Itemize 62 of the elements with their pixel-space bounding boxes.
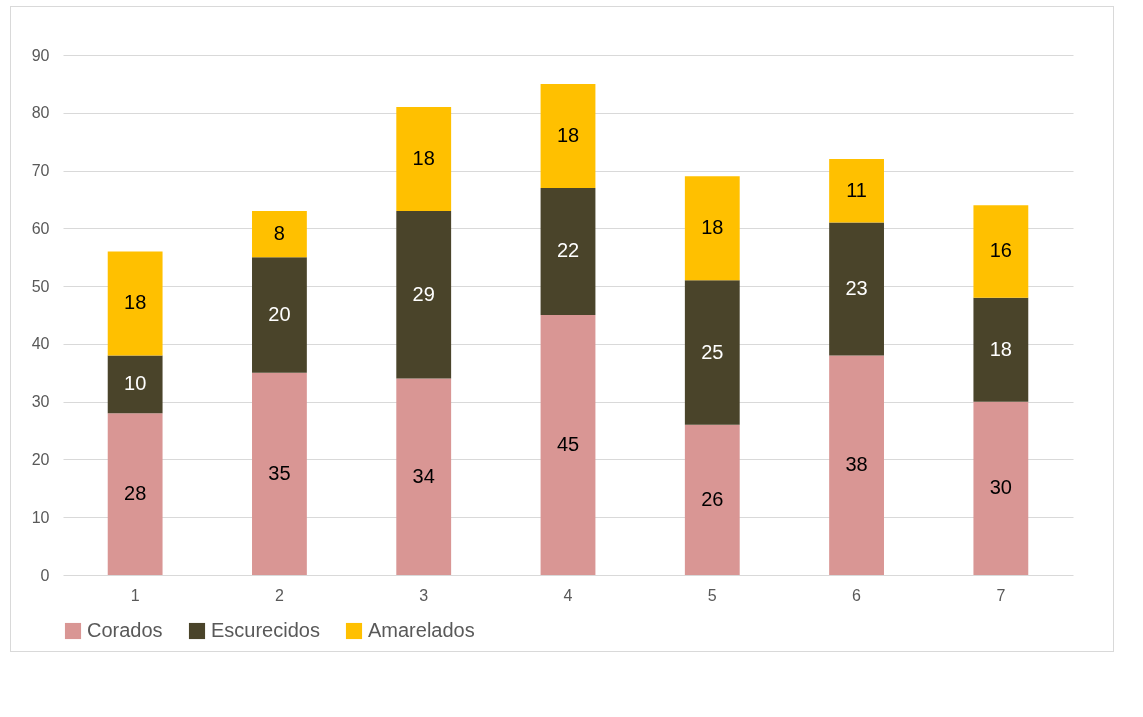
data-label: 29 — [412, 282, 435, 305]
bar — [829, 222, 884, 356]
data-label: 26 — [701, 487, 724, 510]
bar — [540, 83, 596, 188]
bar — [252, 211, 307, 258]
bar — [396, 107, 452, 211]
bar — [684, 424, 740, 575]
data-label: 35 — [268, 461, 291, 484]
data-label: 45 — [556, 433, 580, 455]
bar — [396, 378, 452, 575]
data-label: 28 — [124, 482, 147, 505]
data-label: 22 — [556, 239, 580, 262]
legend-label: Amarelados — [368, 619, 475, 641]
data-label: 34 — [412, 464, 435, 487]
bar — [107, 413, 163, 575]
bar — [252, 372, 307, 575]
y-tick-label: 40 — [31, 335, 50, 353]
x-tick-label: 7 — [996, 586, 1006, 604]
data-label: 8 — [273, 222, 285, 245]
x-tick-label: 3 — [419, 586, 429, 604]
legend-label: Escurecidos — [211, 619, 320, 641]
x-tick-label: 1 — [130, 586, 140, 604]
y-tick-label: 80 — [31, 104, 50, 122]
data-label: 18 — [412, 147, 435, 169]
data-label: 30 — [989, 476, 1012, 499]
bar — [684, 176, 740, 281]
data-label: 16 — [989, 239, 1012, 262]
data-label: 38 — [845, 453, 868, 476]
data-label: 11 — [846, 178, 867, 201]
x-tick-label: 5 — [707, 586, 717, 604]
data-label: 18 — [701, 216, 724, 239]
bar — [684, 280, 740, 425]
y-tick-label: 30 — [31, 393, 50, 411]
data-label: 25 — [701, 340, 724, 363]
bar — [973, 401, 1029, 575]
y-tick-label: 20 — [31, 450, 50, 468]
y-tick-label: 10 — [31, 508, 50, 526]
data-label: 18 — [124, 291, 147, 314]
x-tick-label: 6 — [852, 586, 862, 604]
data-label: 23 — [845, 277, 868, 299]
bar — [973, 205, 1029, 298]
legend-label: Corados — [87, 619, 163, 641]
bar — [252, 257, 307, 373]
bar — [107, 355, 163, 414]
y-tick-label: 0 — [40, 566, 50, 584]
data-label: 18 — [989, 337, 1012, 360]
bar — [973, 297, 1029, 402]
bar — [829, 159, 884, 223]
y-tick-label: 70 — [31, 162, 50, 180]
y-tick-label: 90 — [31, 46, 50, 64]
bar — [540, 315, 596, 575]
data-label: 20 — [268, 303, 291, 325]
bar — [107, 251, 163, 356]
bar — [396, 211, 452, 379]
data-label: 18 — [556, 123, 580, 146]
x-tick-label: 2 — [274, 586, 284, 604]
y-tick-label: 50 — [31, 277, 50, 295]
bar — [829, 355, 884, 575]
y-tick-label: 60 — [31, 219, 50, 237]
bar — [540, 187, 596, 315]
x-tick-label: 4 — [563, 586, 573, 604]
data-label: 10 — [124, 372, 147, 395]
